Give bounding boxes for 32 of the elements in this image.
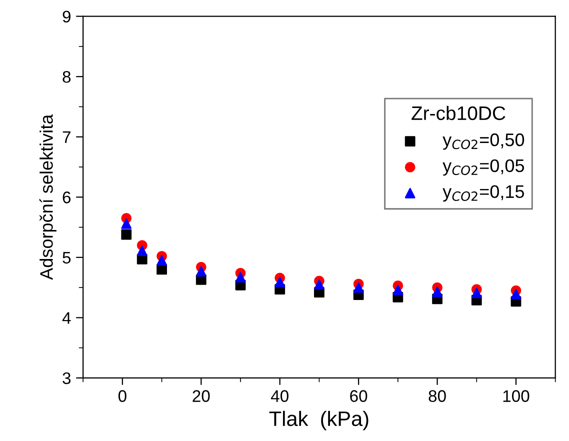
point [353, 282, 364, 293]
y-tick-label: 8 [62, 70, 71, 83]
point [235, 272, 246, 282]
x-tick-label: 60 [350, 390, 368, 402]
point [274, 276, 286, 288]
legend-label: y$_{CO2}$=0,05 [442, 159, 524, 176]
x-tick-label: 100 [503, 390, 530, 402]
y-tick-label: 5 [62, 252, 71, 264]
y-tick-label: 4 [62, 312, 71, 324]
x-axis-title: Tlak (kPa) [269, 410, 368, 430]
point [121, 218, 132, 229]
y-tick-label: 7 [62, 131, 70, 143]
point [196, 266, 206, 276]
point [432, 286, 442, 297]
point [136, 246, 148, 256]
point [121, 229, 132, 240]
y-tick-label: 9 [62, 10, 70, 23]
x-tick-label: 0 [118, 390, 126, 402]
x-tick-label: 80 [428, 390, 446, 402]
y-tick-label: 3 [62, 372, 71, 384]
y-tick-label: 6 [62, 192, 71, 204]
legend-label: y$_{CO2}$=0,15 [442, 185, 524, 202]
legend-title: Zr-cb10DC [412, 106, 506, 120]
point [156, 255, 167, 266]
point [392, 284, 404, 296]
y-axis-title: Adsorpční selektivita [39, 114, 56, 280]
point [471, 288, 482, 298]
x-tick-label: 20 [192, 390, 210, 402]
point [510, 288, 522, 300]
legend-label: y$_{CO2}$=0,50 [442, 133, 524, 150]
point [314, 279, 324, 290]
x-tick-label: 40 [270, 390, 288, 402]
